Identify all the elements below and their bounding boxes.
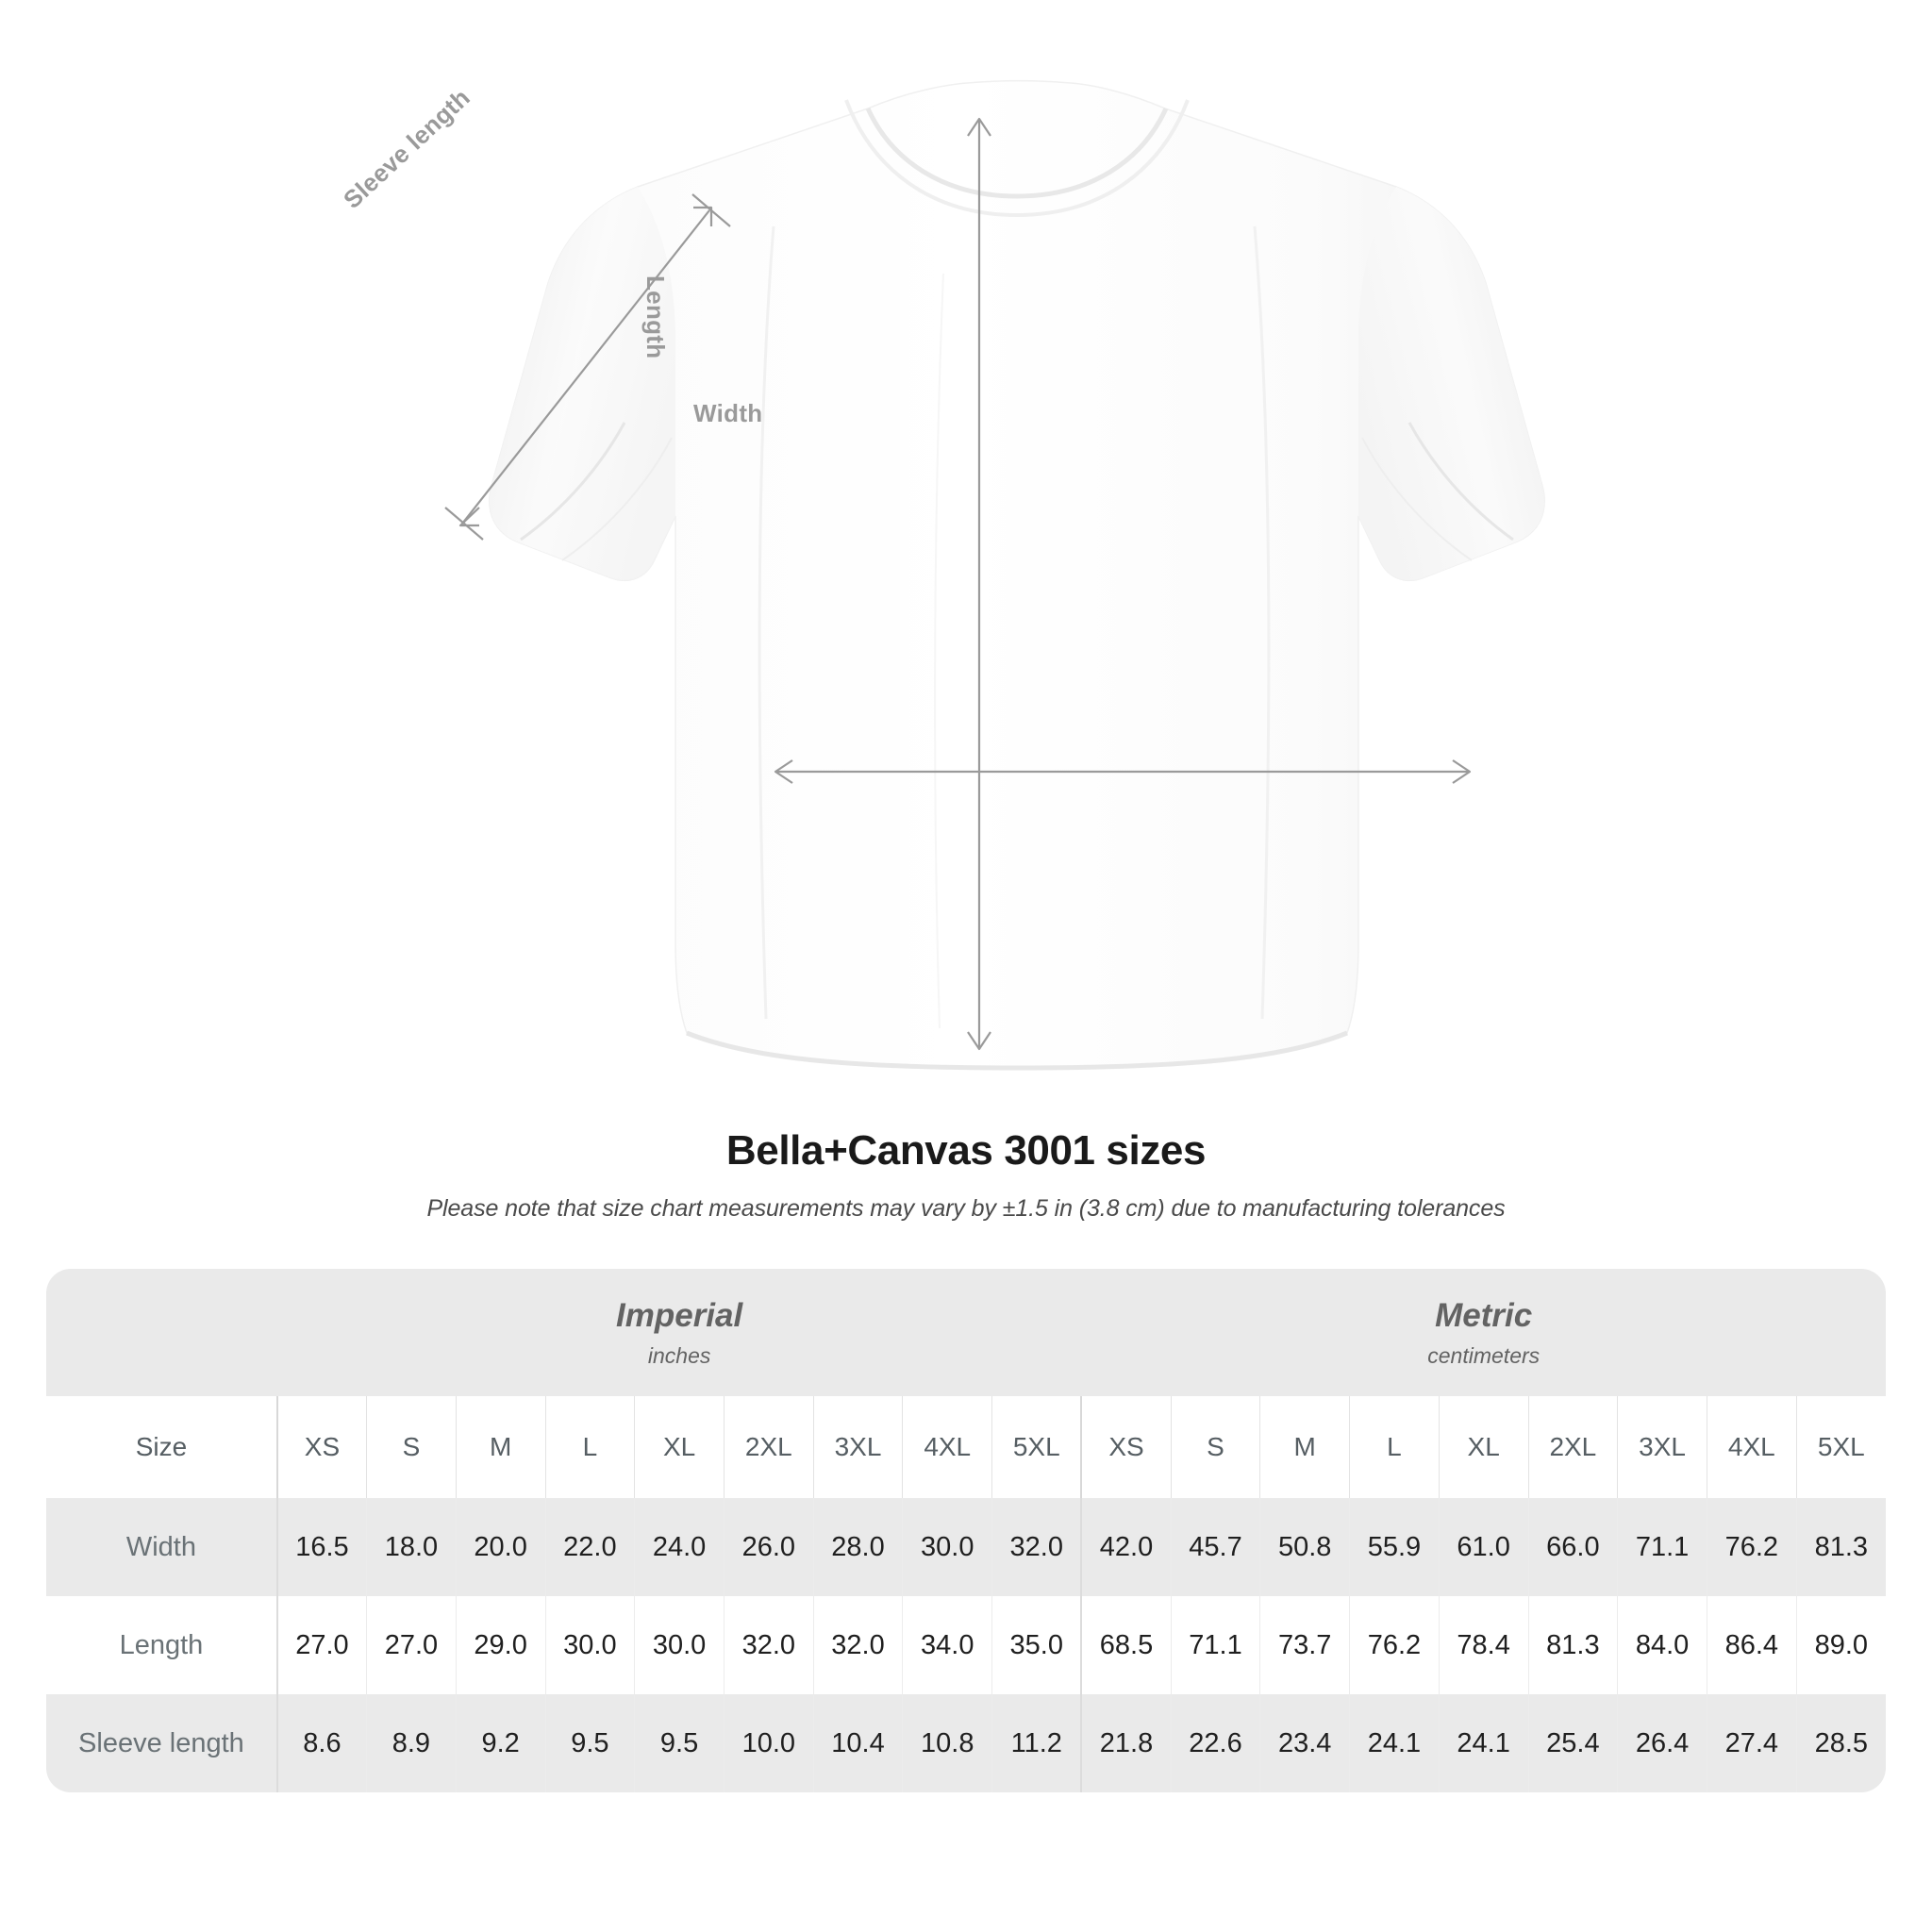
cell-imperial: 27.0	[366, 1596, 457, 1694]
cell-metric: 68.5	[1080, 1596, 1172, 1694]
size-header-cell-metric-L: L	[1349, 1396, 1440, 1498]
cell-imperial: 32.0	[991, 1498, 1082, 1596]
cell-imperial: 9.2	[455, 1694, 545, 1792]
size-header-cell-imperial-3XL: 3XL	[812, 1396, 903, 1498]
size-chart-table: Imperial inches Metric centimeters Size XS S M L…	[46, 1269, 1886, 1792]
cell-metric: 50.8	[1259, 1498, 1350, 1596]
unit-section-name: Metric	[1435, 1296, 1533, 1334]
cell-metric: 81.3	[1795, 1498, 1886, 1596]
size-header-cell-imperial-2XL: 2XL	[723, 1396, 814, 1498]
size-column-header: Size	[46, 1396, 277, 1498]
cell-metric: 55.9	[1349, 1498, 1440, 1596]
measurement-arrows	[444, 117, 1472, 1051]
size-header-row: Size XS S M L XL 2XL 3XL 4XL 5XL XS S M L XL 2XL 3XL 4XL 5…	[46, 1396, 1886, 1498]
tshirt-diagram-area: Sleeve length Length Width	[338, 80, 1545, 1071]
unit-section-header-metric: Metric centimeters	[1081, 1269, 1886, 1396]
cell-metric: 76.2	[1349, 1596, 1440, 1694]
size-header-cell-imperial-XL: XL	[634, 1396, 724, 1498]
cell-imperial: 30.0	[902, 1498, 992, 1596]
cell-imperial: 32.0	[723, 1596, 814, 1694]
cell-metric: 26.4	[1617, 1694, 1707, 1792]
row-label-length: Length	[46, 1596, 277, 1694]
cell-imperial: 29.0	[455, 1596, 545, 1694]
cell-metric: 24.1	[1438, 1694, 1528, 1792]
cell-imperial: 9.5	[544, 1694, 635, 1792]
tshirt-body-shape	[489, 80, 1545, 1071]
cell-imperial: 11.2	[991, 1694, 1082, 1792]
page-title: Bella+Canvas 3001 sizes	[725, 1127, 1207, 1174]
cell-metric: 27.4	[1706, 1694, 1797, 1792]
unit-section-subtitle: centimeters	[1427, 1342, 1541, 1368]
cell-metric: 21.8	[1080, 1694, 1172, 1792]
cell-imperial: 35.0	[991, 1596, 1082, 1694]
cell-imperial: 22.0	[544, 1498, 635, 1596]
cell-imperial: 10.0	[723, 1694, 814, 1792]
cell-metric: 42.0	[1080, 1498, 1172, 1596]
cell-imperial: 34.0	[902, 1596, 992, 1694]
cell-metric: 61.0	[1438, 1498, 1528, 1596]
cell-imperial: 18.0	[366, 1498, 457, 1596]
cell-metric: 73.7	[1259, 1596, 1350, 1694]
cell-imperial: 8.9	[366, 1694, 457, 1792]
size-header-cell-imperial-4XL: 4XL	[902, 1396, 992, 1498]
size-chart-table-wrapper: Imperial inches Metric centimeters Size XS S M L…	[46, 1269, 1886, 1792]
row-label-sleeve-length: Sleeve length	[46, 1694, 277, 1792]
unit-section-subtitle: inches	[647, 1342, 711, 1368]
cell-imperial: 24.0	[634, 1498, 724, 1596]
cell-imperial: 30.0	[634, 1596, 724, 1694]
cell-metric: 71.1	[1170, 1596, 1260, 1694]
cell-metric: 45.7	[1170, 1498, 1260, 1596]
size-header-cell-metric-3XL: 3XL	[1617, 1396, 1707, 1498]
unit-header-row: Imperial inches Metric centimeters	[46, 1269, 1886, 1396]
tolerance-note: Please note that size chart measurements…	[426, 1195, 1506, 1222]
size-header-cell-metric-4XL: 4XL	[1706, 1396, 1797, 1498]
cell-metric: 76.2	[1706, 1498, 1797, 1596]
cell-metric: 71.1	[1617, 1498, 1707, 1596]
cell-metric: 66.0	[1527, 1498, 1618, 1596]
cell-imperial: 30.0	[544, 1596, 635, 1694]
cell-metric: 81.3	[1527, 1596, 1618, 1694]
row-label-width: Width	[46, 1498, 277, 1596]
cell-metric: 89.0	[1795, 1596, 1886, 1694]
size-header-cell-imperial-M: M	[455, 1396, 545, 1498]
cell-metric: 84.0	[1617, 1596, 1707, 1694]
cell-imperial: 8.6	[275, 1694, 367, 1792]
cell-metric: 28.5	[1795, 1694, 1886, 1792]
cell-metric: 86.4	[1706, 1596, 1797, 1694]
unit-section-header-imperial: Imperial inches	[276, 1269, 1082, 1396]
cell-metric: 24.1	[1349, 1694, 1440, 1792]
cell-imperial: 28.0	[812, 1498, 903, 1596]
size-header-cell-imperial-XS: XS	[275, 1396, 367, 1498]
size-header-cell-metric-2XL: 2XL	[1527, 1396, 1618, 1498]
size-header-cell-metric-M: M	[1259, 1396, 1350, 1498]
size-header-cell-imperial-5XL: 5XL	[991, 1396, 1082, 1498]
cell-metric: 23.4	[1259, 1694, 1350, 1792]
cell-imperial: 20.0	[455, 1498, 545, 1596]
cell-imperial: 32.0	[812, 1596, 903, 1694]
size-header-cell-imperial-S: S	[366, 1396, 457, 1498]
cell-metric: 78.4	[1438, 1596, 1528, 1694]
size-header-cell-metric-XS: XS	[1080, 1396, 1172, 1498]
size-header-cell-metric-XL: XL	[1438, 1396, 1528, 1498]
table-row: Sleeve length 8.6 8.9 9.2 9.5 9.5 10.0 10.4 10.8…	[46, 1694, 1886, 1792]
unit-section-name: Imperial	[616, 1296, 743, 1334]
cell-imperial: 26.0	[723, 1498, 814, 1596]
table-row: Width 16.5 18.0 20.0 22.0 24.0 26.0 28.0 30.0 32.…	[46, 1498, 1886, 1596]
size-header-cell-imperial-L: L	[544, 1396, 635, 1498]
cell-metric: 22.6	[1170, 1694, 1260, 1792]
cell-imperial: 10.8	[902, 1694, 992, 1792]
size-header-cell-metric-S: S	[1170, 1396, 1260, 1498]
cell-metric: 25.4	[1527, 1694, 1618, 1792]
table-row: Length 27.0 27.0 29.0 30.0 30.0 32.0 32.0 34.0 35…	[46, 1596, 1886, 1694]
size-header-cell-metric-5XL: 5XL	[1795, 1396, 1886, 1498]
cell-imperial: 16.5	[275, 1498, 367, 1596]
cell-imperial: 10.4	[812, 1694, 903, 1792]
unit-header-spacer	[46, 1269, 277, 1396]
title-block: Bella+Canvas 3001 sizes Please note that…	[0, 1127, 1932, 1223]
cell-imperial: 9.5	[634, 1694, 724, 1792]
tshirt-illustration	[444, 80, 1545, 1071]
cell-imperial: 27.0	[275, 1596, 367, 1694]
